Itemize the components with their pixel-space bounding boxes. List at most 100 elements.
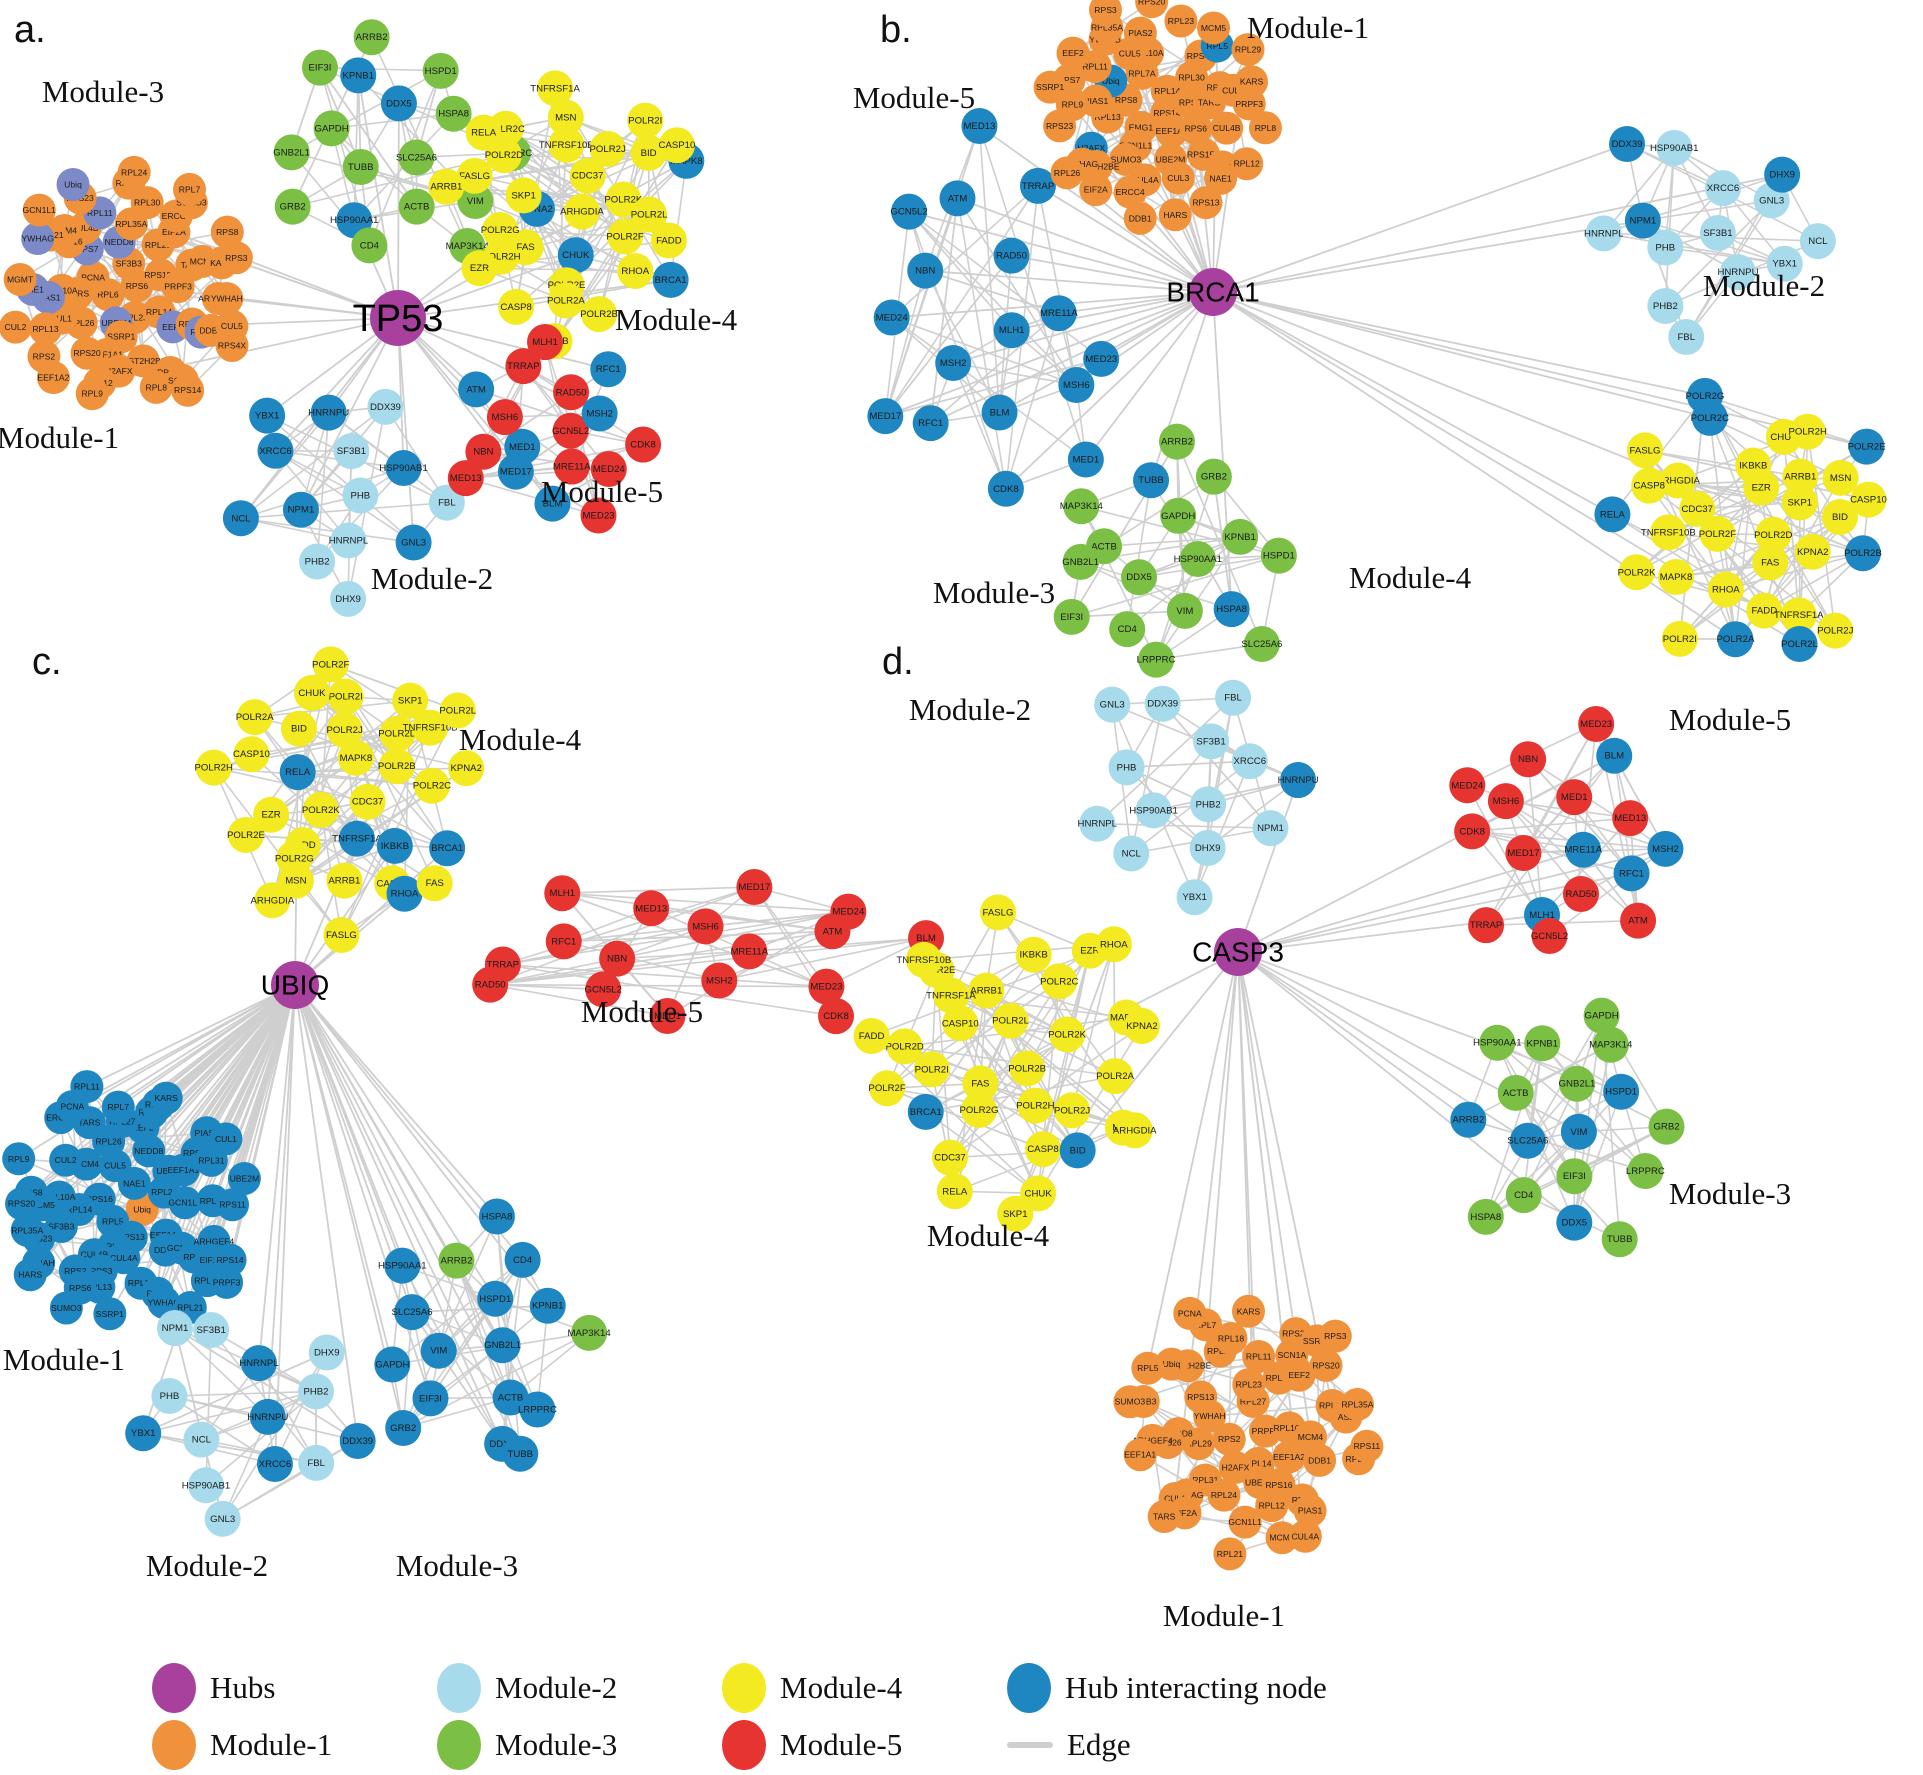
network-node: RPS3 (1088, 0, 1122, 27)
node-label: MCM4 (1298, 1432, 1324, 1442)
node-label: MED1 (509, 442, 536, 453)
node-label: CUL5 (104, 1161, 126, 1171)
module-label: Module-2 (909, 692, 1031, 727)
network-node: MED23 (1578, 705, 1615, 742)
node-label: HNRNPL (239, 1358, 279, 1369)
network-node: GCN1L1 (168, 1186, 202, 1220)
edges-layer (871, 696, 1668, 1555)
node-label: MED13 (1614, 813, 1646, 824)
network-node: MED13 (633, 890, 670, 927)
node-label: CD4 (1514, 1190, 1534, 1201)
network-node: MCM5 (1197, 11, 1231, 45)
legend-item-edge: Edge (1007, 1719, 1131, 1771)
node-label: RPL9 (8, 1154, 30, 1164)
node-label: SKP1 (1003, 1209, 1028, 1220)
node-label: CUL4B (71, 223, 99, 233)
network-node: MSN (547, 99, 584, 136)
node-label: YWHAG (21, 234, 54, 244)
network-node: RPS11 (216, 1188, 250, 1222)
node-label: SCN1A (1278, 1350, 1307, 1360)
node-label: IKBKB (1020, 950, 1048, 961)
network-node: LRPPRC (1137, 641, 1176, 678)
node-label: RPL24 (121, 167, 147, 177)
network-node: MED24 (590, 451, 627, 488)
network-node: ARRB2 (1158, 423, 1195, 460)
node-label: HSPD1 (425, 66, 457, 77)
node-label: HNRNPU (1717, 267, 1758, 278)
node-label: RPL31 (1192, 1475, 1218, 1485)
labels-layer: Module-4 Module-5 Module-1 Module-2 Module-3… (3, 641, 703, 1583)
node-label: GAPDH (375, 1359, 409, 1370)
node-label: SKP1 (511, 190, 536, 201)
network-node: FBL (428, 484, 465, 521)
network-node: MLH1 (527, 324, 564, 361)
node-label: BRCA1 (910, 1107, 942, 1118)
node-label: HSPD1 (479, 1294, 511, 1305)
network-node: CD4 (351, 227, 388, 264)
network-node: RFC1 (912, 405, 949, 442)
node-label: HNRNPL (1078, 819, 1118, 830)
module-2-color-swatch (437, 1663, 481, 1713)
node-label: VIM (1176, 606, 1193, 617)
node-label: POLR2A (236, 712, 274, 723)
node-label: ACTB (1091, 541, 1117, 552)
network-node: PHB (342, 477, 379, 514)
node-label: ERCC4 (162, 211, 191, 221)
network-node: MED23 (580, 497, 617, 534)
network-node: NBN (465, 433, 502, 470)
node-label: RPS13 (118, 1232, 145, 1242)
hub-node: CASP3 (1192, 928, 1284, 976)
node-label: UBE2M (230, 1174, 260, 1184)
node-label: POLR2F (1699, 529, 1736, 540)
network-node: FBL (1668, 319, 1705, 356)
network-node: SKP1 (997, 1195, 1034, 1232)
node-label: MAP3K14 (1060, 501, 1104, 512)
node-label: ERCC4 (1116, 187, 1145, 197)
node-label: POLR2A (1096, 1071, 1134, 1082)
network-node: CUL2 (0, 310, 32, 344)
network-node: MSH6 (687, 908, 724, 945)
node-label: UBE2M (1245, 1477, 1275, 1487)
network-node: TNFRSF10B (403, 709, 458, 746)
node-label: ARRB2 (1161, 437, 1193, 448)
node-label: RPL29 (1186, 1439, 1212, 1449)
network-node: POLR2C (413, 767, 451, 804)
network-node: KARS (1235, 65, 1269, 99)
node-label: RPL23 (1236, 1380, 1262, 1390)
module-label: Module-2 (371, 561, 493, 596)
node-label: MSH2 (940, 358, 967, 369)
node-label: Ubiq (64, 179, 82, 189)
node-label: POLR2F (606, 231, 643, 242)
node-label: RPS7 (76, 244, 99, 254)
network-node: POLR2L (631, 196, 668, 233)
node-label: NBN (473, 447, 493, 458)
labels-layer: Module-2 Module-5 Module-4 Module-3 Module-1… (882, 641, 1791, 1633)
node-label: RPS6 (126, 281, 149, 291)
node-label: MSH6 (1063, 380, 1090, 391)
network-node: RPL11 (1242, 1340, 1276, 1374)
node-label: ARRB2 (1452, 1115, 1484, 1126)
network-node: DDX39 (339, 1422, 376, 1459)
node-label: RPS20 (1138, 0, 1165, 7)
node-label: ARHGDIA (251, 895, 295, 906)
network-node: ERCC4 (1113, 175, 1147, 209)
node-label: SLC25A6 (1241, 639, 1282, 650)
node-label: MCM5 (190, 256, 216, 266)
network-node: YWHAH (210, 282, 244, 316)
network-node: TNFRSF10B (539, 126, 594, 163)
network-node: MAPK8 (337, 739, 374, 776)
network-node: BID (630, 134, 667, 171)
node-label: PHB (1117, 762, 1137, 773)
node-label: TARS (1153, 1512, 1176, 1522)
node-label: RPL23 (128, 1278, 154, 1288)
node-label: KPNA2 (1126, 1021, 1157, 1032)
network-node: EEF1A2 (36, 361, 70, 395)
node-label: ARHGDIA (1113, 1125, 1157, 1136)
network-node: TRRAP (505, 348, 542, 385)
node-label: RFC1 (918, 418, 943, 429)
network-node: POLR2B (1008, 1050, 1046, 1087)
network-node: YBX1 (1766, 245, 1803, 282)
module-label: Module-2 (1703, 268, 1825, 303)
node-label: MSH2 (1652, 844, 1679, 855)
network-node: CD4 (1505, 1177, 1542, 1214)
